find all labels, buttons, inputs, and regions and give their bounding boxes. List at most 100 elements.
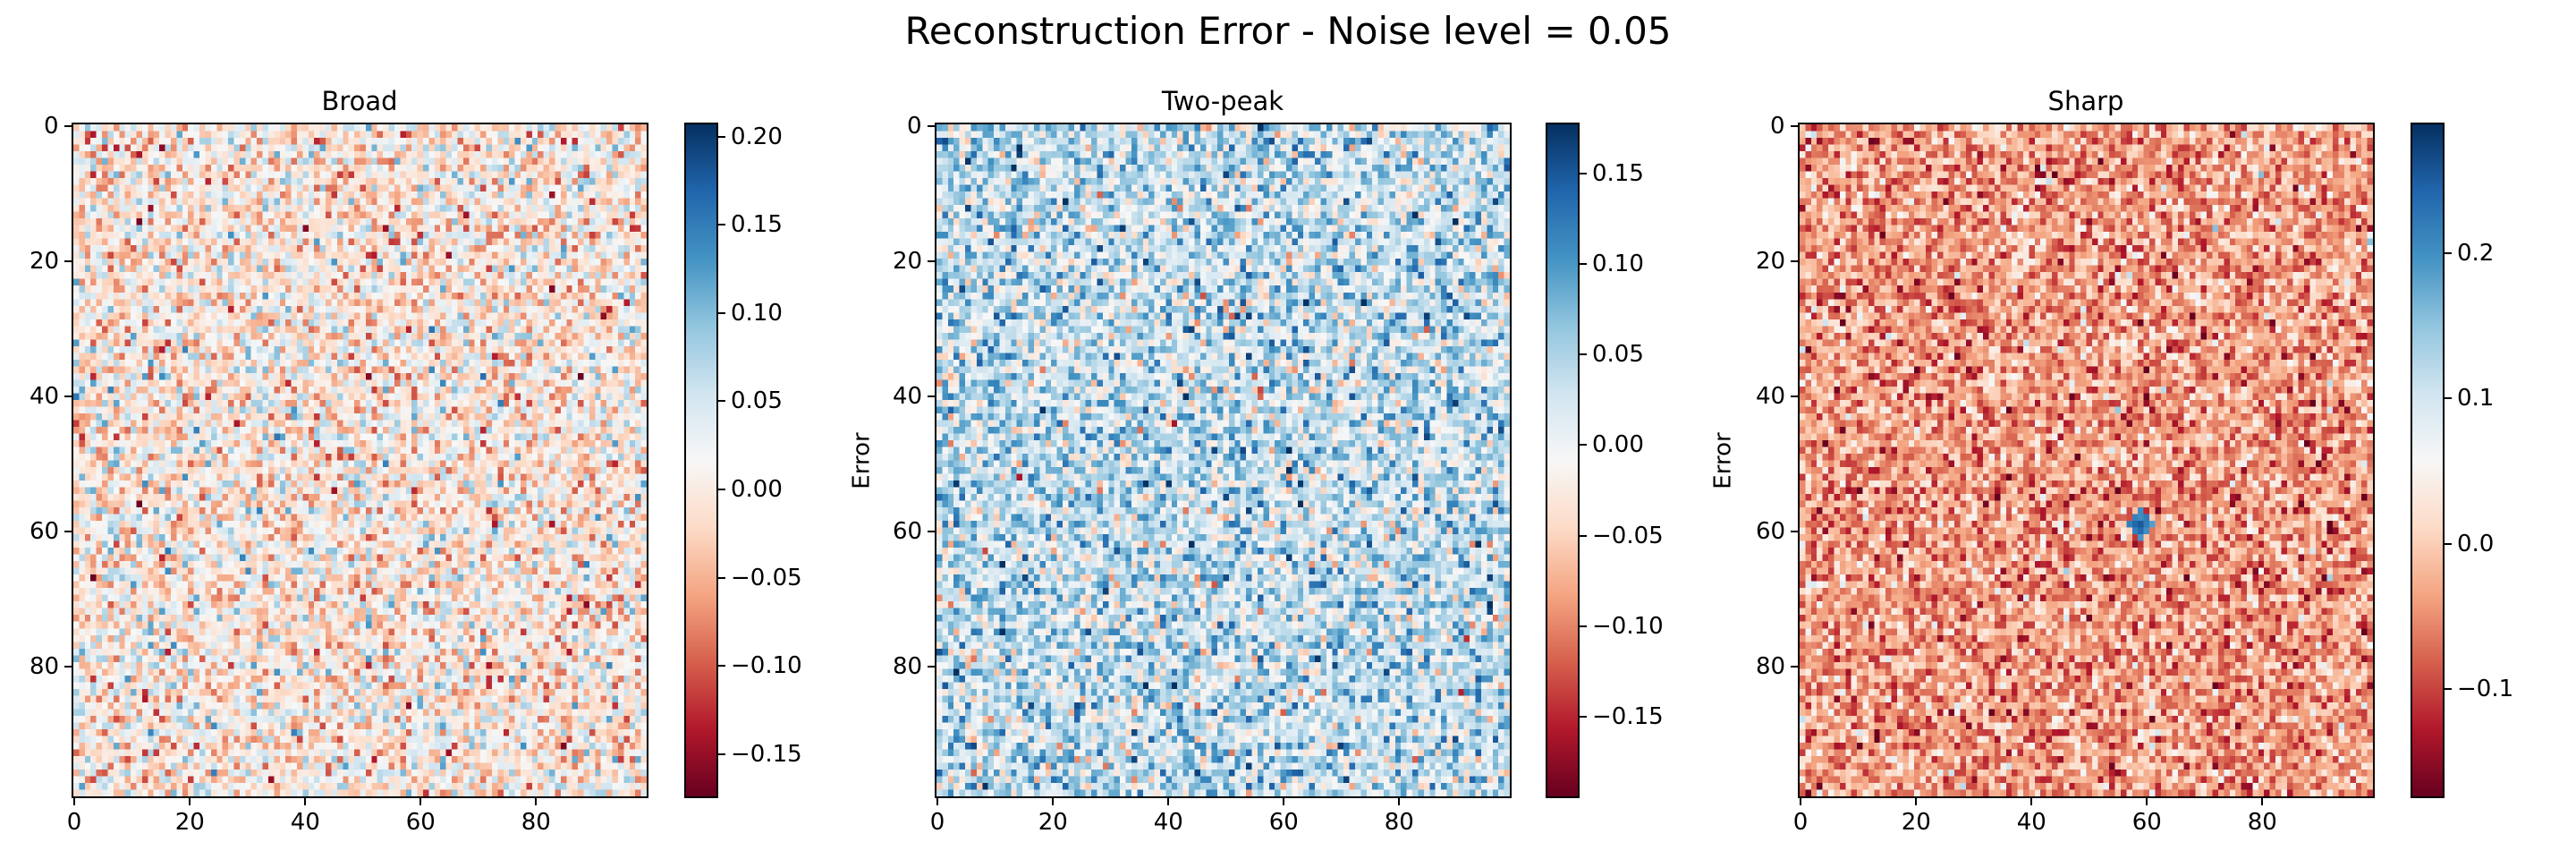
y-tick-label: 60 bbox=[1756, 517, 1786, 545]
x-tick bbox=[535, 798, 538, 805]
colorbar-tick bbox=[1580, 172, 1587, 174]
y-tick bbox=[64, 259, 72, 262]
colorbar-tick-label: 0.05 bbox=[731, 387, 783, 415]
y-tick-label: 60 bbox=[893, 517, 923, 545]
x-tick bbox=[1398, 798, 1401, 805]
y-tick-label: 0 bbox=[1770, 112, 1785, 140]
colorbar-tick bbox=[718, 400, 725, 403]
y-tick-label: 40 bbox=[1756, 382, 1786, 410]
colorbar-tick-label: 0.00 bbox=[731, 476, 783, 504]
colorbar-tick-label: 0.2 bbox=[2457, 240, 2495, 268]
colorbar-tick-label: −0.15 bbox=[1592, 702, 1664, 730]
colorbar-tick-label: 0.10 bbox=[731, 299, 783, 327]
x-tick bbox=[1167, 798, 1170, 805]
y-tick bbox=[1791, 530, 1798, 532]
y-tick bbox=[928, 395, 935, 397]
colorbar-tick bbox=[2445, 397, 2452, 400]
x-tick bbox=[73, 798, 76, 805]
x-tick-label: 0 bbox=[66, 809, 82, 836]
y-tick-label: 80 bbox=[893, 652, 923, 680]
y-tick bbox=[928, 665, 935, 668]
x-tick-label: 80 bbox=[521, 809, 551, 836]
colorbar-tick bbox=[2445, 252, 2452, 255]
colorbar-tick-label: 0.15 bbox=[731, 211, 783, 239]
x-tick-label: 60 bbox=[2131, 809, 2162, 836]
x-tick-label: 80 bbox=[2247, 809, 2277, 836]
x-tick bbox=[189, 798, 191, 805]
y-tick bbox=[928, 259, 935, 262]
heatmap-cells bbox=[1800, 124, 2373, 796]
heatmap-plot-area bbox=[72, 123, 648, 798]
colorbar-tick-label: 0.0 bbox=[2457, 530, 2495, 557]
colorbar-tick bbox=[718, 135, 725, 138]
x-tick-label: 60 bbox=[1268, 809, 1299, 836]
y-tick bbox=[928, 124, 935, 127]
y-tick-label: 80 bbox=[1756, 652, 1786, 680]
colorbar-tick bbox=[718, 489, 725, 491]
y-tick bbox=[64, 665, 72, 668]
colorbar-tick bbox=[1580, 353, 1587, 356]
y-tick bbox=[1791, 124, 1798, 127]
x-tick bbox=[2030, 798, 2033, 805]
x-tick-label: 20 bbox=[1038, 809, 1068, 836]
colorbar-tick-label: −0.10 bbox=[731, 652, 802, 680]
heatmap-cells bbox=[73, 124, 647, 796]
colorbar-tick-label: −0.1 bbox=[2457, 676, 2514, 703]
colorbar-label: Error bbox=[1709, 431, 1737, 489]
x-tick bbox=[419, 798, 422, 805]
colorbar-tick bbox=[718, 753, 725, 755]
colorbar-tick bbox=[718, 311, 725, 314]
x-tick bbox=[2146, 798, 2148, 805]
colorbar-tick-label: 0.00 bbox=[1592, 431, 1644, 459]
x-tick-label: 20 bbox=[1901, 809, 1931, 836]
colorbar-tick bbox=[1580, 262, 1587, 265]
y-tick-label: 20 bbox=[30, 247, 60, 275]
colorbar-tick-label: 0.20 bbox=[731, 123, 783, 150]
colorbar bbox=[1546, 123, 1580, 798]
colorbar-tick-label: 0.1 bbox=[2457, 385, 2495, 412]
y-tick-label: 60 bbox=[30, 517, 60, 545]
y-tick-label: 0 bbox=[907, 112, 922, 140]
colorbar-tick bbox=[1580, 534, 1587, 537]
colorbar-tick bbox=[2445, 688, 2452, 691]
colorbar-tick bbox=[718, 665, 725, 668]
x-tick bbox=[936, 798, 939, 805]
x-tick bbox=[1283, 798, 1285, 805]
x-tick bbox=[1915, 798, 1918, 805]
y-tick bbox=[928, 530, 935, 532]
x-tick-label: 80 bbox=[1384, 809, 1414, 836]
colorbar-tick bbox=[718, 576, 725, 579]
y-tick bbox=[1791, 395, 1798, 397]
x-tick bbox=[1052, 798, 1055, 805]
heatmap-cells bbox=[936, 124, 1510, 796]
colorbar-tick-label: 0.15 bbox=[1592, 159, 1644, 187]
colorbar-tick-label: −0.15 bbox=[731, 740, 802, 768]
panel-title: Two-peak bbox=[1161, 86, 1284, 116]
y-tick bbox=[1791, 259, 1798, 262]
x-tick bbox=[2261, 798, 2264, 805]
y-tick-label: 20 bbox=[1756, 247, 1786, 275]
y-tick-label: 40 bbox=[893, 382, 923, 410]
heatmap-plot-area bbox=[1798, 123, 2375, 798]
colorbar-tick-label: −0.05 bbox=[1592, 522, 1664, 549]
colorbar-tick bbox=[1580, 625, 1587, 627]
y-tick-label: 0 bbox=[44, 112, 59, 140]
x-tick bbox=[1800, 798, 1802, 805]
colorbar-tick bbox=[718, 224, 725, 226]
y-tick-label: 80 bbox=[30, 652, 60, 680]
panel-title: Sharp bbox=[2047, 86, 2124, 116]
colorbar-tick bbox=[2445, 542, 2452, 545]
x-tick-label: 40 bbox=[290, 809, 320, 836]
x-tick-label: 40 bbox=[2016, 809, 2046, 836]
x-tick-label: 40 bbox=[1153, 809, 1183, 836]
heatmap-plot-area bbox=[935, 123, 1512, 798]
x-tick-label: 0 bbox=[929, 809, 945, 836]
x-tick bbox=[304, 798, 307, 805]
y-tick-label: 20 bbox=[893, 247, 923, 275]
x-tick-label: 20 bbox=[174, 809, 205, 836]
figure-title: Reconstruction Error - Noise level = 0.0… bbox=[904, 9, 1672, 53]
y-tick bbox=[64, 124, 72, 127]
panel-title: Broad bbox=[321, 86, 398, 116]
colorbar-tick bbox=[1580, 715, 1587, 718]
colorbar-tick-label: −0.10 bbox=[1592, 612, 1664, 640]
